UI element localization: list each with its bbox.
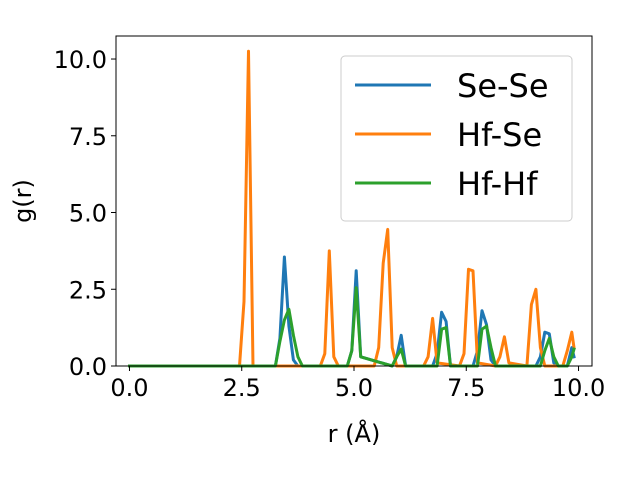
y-tick-label: 5.0 (69, 200, 107, 228)
legend: Se-Se Hf-Se Hf-Hf (340, 55, 573, 222)
y-tick-label: 2.5 (69, 276, 107, 304)
legend-box (340, 55, 573, 222)
legend-label-0: Se-Se (457, 67, 549, 105)
x-tick-label: 0.0 (110, 374, 148, 402)
y-axis-label: g(r) (9, 179, 37, 223)
x-tick-label: 7.5 (447, 374, 485, 402)
y-tick-label: 7.5 (69, 123, 107, 151)
series-line-1 (128, 49, 576, 368)
ticks-layer: 0.0 2.5 5.0 7.5 10.0 0.0 2.5 5.0 7.5 10.0 (54, 46, 606, 402)
y-tick-label: 10.0 (54, 46, 107, 74)
y-tick-label: 0.0 (69, 353, 107, 381)
x-tick-label: 10.0 (552, 374, 605, 402)
legend-label-1: Hf-Se (457, 116, 542, 154)
legend-label-2: Hf-Hf (457, 165, 538, 203)
x-tick-label: 2.5 (223, 374, 261, 402)
x-axis-label: r (Å) (328, 419, 381, 448)
series-line-0 (128, 255, 576, 368)
x-tick-label: 5.0 (335, 374, 373, 402)
